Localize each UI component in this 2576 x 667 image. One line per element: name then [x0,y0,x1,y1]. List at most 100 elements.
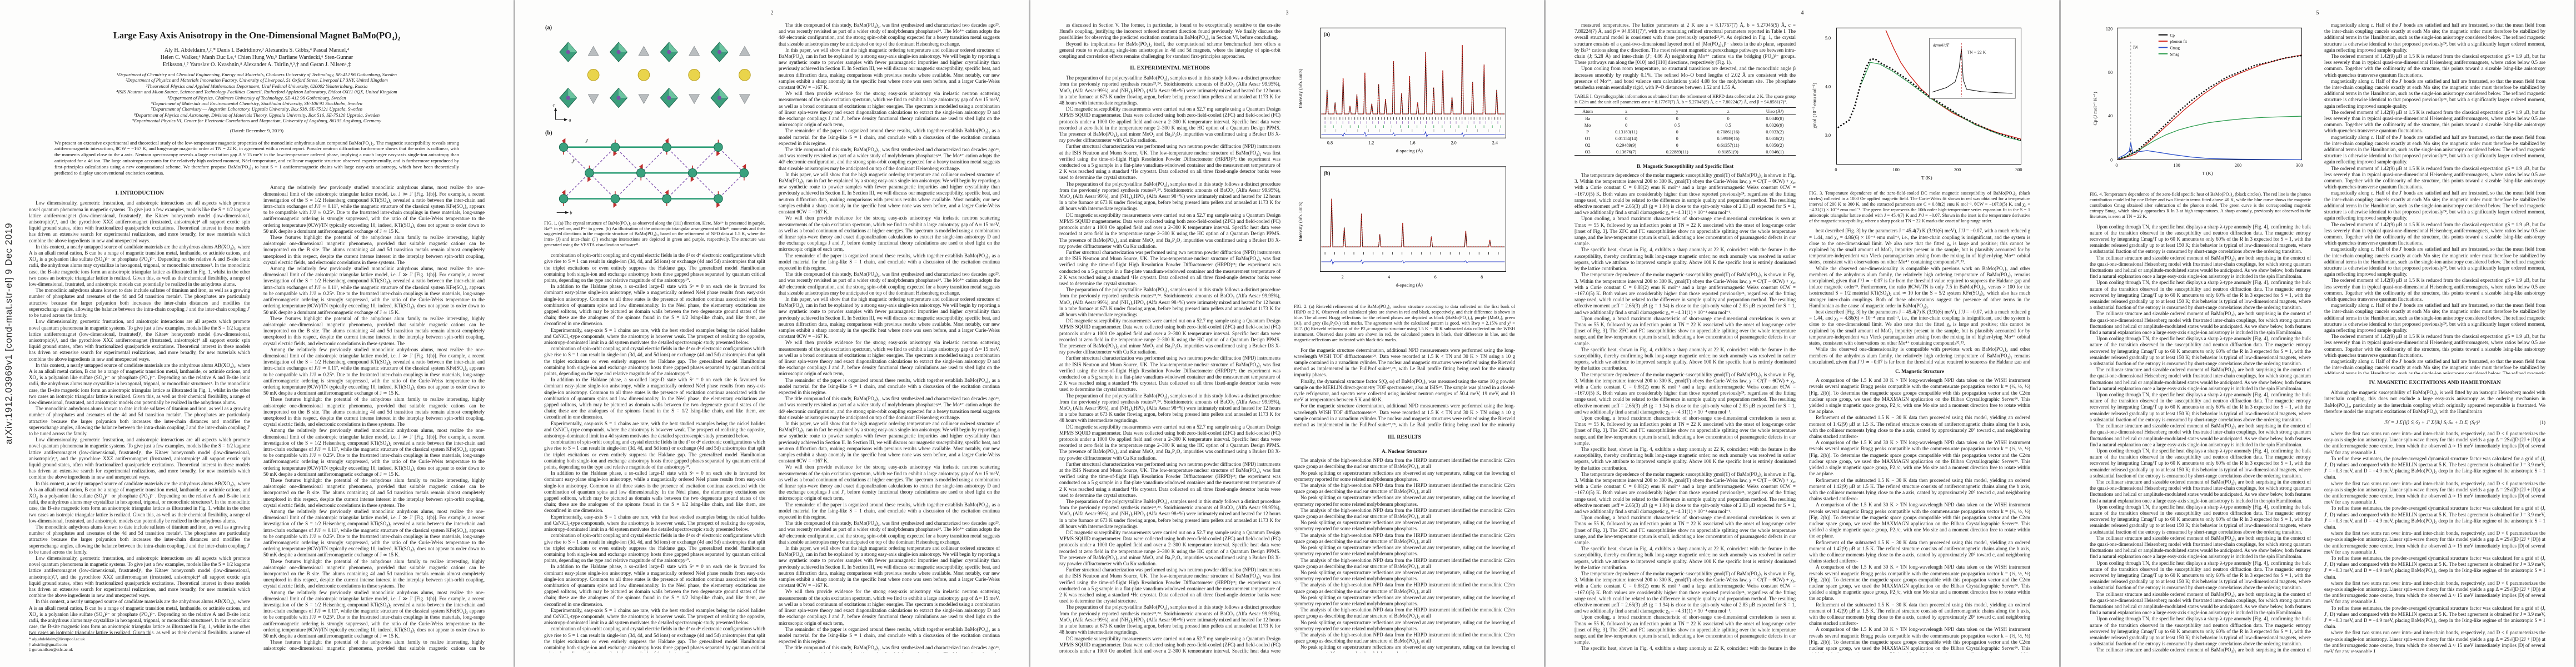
fig1-axis-a-label: a [569,117,571,122]
nuclear-structure-text: measured temperatures. The lattice param… [1575,22,1796,91]
fig4-xtick-0: 0 [2115,163,2117,168]
excitations-text: where the first two sums run over intra-… [2324,430,2545,653]
magnetic-structure-text: A comparison of the 1.5 K and 30 K > TN … [1809,377,2030,653]
methods-continued-text: For the magnetic structure determination… [1294,347,1515,429]
figure-4-caption: FIG. 4. Temperature dependence of the ze… [2090,192,2311,219]
fig3-inset-label: dχmol/dT [1933,42,1950,47]
fig2a-xtick-0: 0.8 [1327,141,1333,146]
page-number-5: 5 [2316,10,2319,16]
fig2-panel-b-label: (b) [1324,170,1331,176]
fig3-xtick-1: 100 [1893,167,1900,172]
fig4-xtick-2: 200 [2235,163,2241,168]
fig4-xtick-3: 300 [2296,163,2303,168]
figure-1-image: (a) [544,22,765,218]
page2-left-column: (a) [544,22,765,653]
page3-left-column: as discussed in Section V. The former, i… [1059,22,1280,653]
magnetic-structure-continued-text: magnetically along c. Half of the J′ bon… [2324,22,2545,375]
susceptibility-figure: dχmol/dT TN = 22 K 0 100 200 300 3.0 4.0… [1811,27,2022,181]
figure-3-image: dχmol/dT TN = 22 K 0 100 200 300 3.0 4.0… [1809,22,2030,188]
fig1-panel-b-label: (b) [545,130,552,136]
front-matter: Large Easy Axis Anisotropy in the One-Di… [29,22,485,185]
fig4-legend-smag: Smag [2170,52,2179,57]
fig4-ytick-2: 80 [2108,70,2112,75]
page2-right-column: The title compound of this study, BaMo(P… [779,22,1000,653]
fig4-y-axis-label: Cp (J mol⁻¹ K⁻¹) [2092,92,2097,126]
figure-1-caption: FIG. 1. (a) The crystal structure of BaM… [544,220,765,248]
fig2a-x-axis-label: d-spacing (Å) [1396,148,1423,153]
page-1: arXiv:1912.03969v1 [cond-mat.str-el] 9 D… [0,0,514,667]
table1-header: Atom x y z Uiso (Å²) [1575,107,1796,115]
page1-right-column: Among the relatively few previously stud… [263,185,485,653]
page5-left-column: TN Cp phonon fit Cmag [2090,22,2311,653]
fig3-ytick-0: 3.0 [1825,133,1831,138]
fig3-x-axis-label: T (K) [1921,175,1932,181]
fig1-jprime-bond-label: J′ [571,160,575,165]
section-heading-excitations: IV. MAGNETIC EXCITATIONS AND HAMILTONIAN [2369,380,2501,386]
crystallographic-table: Atom x y z Uiso (Å²) Ba 0 0 0 0.0040(8) Mo 0 0.5 0.5… [1575,107,1796,156]
page-2: 2 (a) [515,0,1029,667]
page-number-2: 2 [770,10,774,16]
section-heading-results: III. RESULTS [1387,434,1422,441]
fig3-ytick-1: 4.0 [1825,84,1831,89]
susceptibility-text: The temperature dependence of the molar … [1575,172,1796,653]
fig3-xtick-0: 0 [1835,167,1837,172]
table1-body: Ba 0 0 0 0.0040(8) Mo 0 0.5 0.5 0.0026(9) P 0.13183… [1575,115,1796,156]
rietveld-refinement-figure: (a) Intensity (arb. units) 0.8 1.2 1.6 [1297,27,1507,287]
fig2b-x-axis-label: d-spacing (Å) [1396,282,1423,287]
equation-body: ℋ = J Σ⟨ij⟩ Sᵢ·Sⱼ + J′ Σ⟨ik⟩ Sᵢ·Sₖ + D Σ… [2384,419,2480,426]
fig1-axis-b-label: b [570,210,572,215]
date-line: (Dated: December 9, 2019) [230,127,284,133]
intro-end-text: as discussed in Section V. The former, i… [1059,22,1280,59]
fig2b-y-axis-label: Intensity (arb. units) [1297,202,1303,241]
fig1-j-bond-label: J [585,139,588,145]
page3-right-column: (a) Intensity (arb. units) 0.8 1.2 1.6 [1294,22,1515,653]
page4-right-column: dχmol/dT TN = 22 K 0 100 200 300 3.0 4.0… [1809,22,2030,653]
page-number-4: 4 [1801,10,1804,16]
fig4-ytick-1: 40 [2108,113,2112,118]
fig3-y-axis-label: χmol (10⁻³ emu mol⁻¹) [1811,83,1817,129]
subsection-heading-nuclear: A. Nuclear Structure [1381,449,1428,455]
page-number-3: 3 [1285,10,1289,16]
fig2-panel-a-label: (a) [1324,32,1330,38]
figure-2-caption: FIG. 2. (a) Rietveld refinement of the B… [1294,304,1515,342]
fig4-ytick-3: 120 [2106,26,2112,31]
hamiltonian-equation: ℋ = J Σ⟨ij⟩ Sᵢ·Sⱼ + J′ Σ⟨ik⟩ Sᵢ·Sₖ + D Σ… [2324,420,2545,426]
fig4-tn-label: TN [2132,44,2138,49]
fig1-axis-c-label: c [552,103,555,108]
fig2a-xtick-1: 1.2 [1368,141,1374,146]
author-list: Aly H. Abdeldaim,¹,²,* Danis I. Badrtdin… [160,47,353,68]
section-heading-methods: II. EXPERIMENTAL METHODS [1130,65,1210,72]
affiliation-list: ¹Department of Chemistry and Chemical En… [116,72,397,124]
figure-4-image: TN Cp phonon fit Cmag [2090,22,2311,190]
fig2b-xtick-3: 8 [1481,275,1483,280]
intro-text-left: Low dimensionality, geometric frustratio… [29,200,250,635]
figure-2-image: (a) Intensity (arb. units) 0.8 1.2 1.6 [1294,22,1515,302]
page-4: 4 measured temperatures. The lattice par… [1546,0,2059,667]
intro-text-right: Among the relatively few previously stud… [263,185,485,653]
abstract: We present an extensive experimental and… [54,140,459,176]
fig2b-xtick-1: 4 [1388,275,1390,280]
fig2a-xtick-2: 1.6 [1409,141,1415,146]
methods-text: The preparation of the polycrystalline B… [1059,75,1280,653]
fig2a-y-axis-label: Intensity (arb. units) [1297,68,1303,108]
crystal-structure-figure: (a) [545,24,751,215]
results-start-text: The analysis of the high-resolution NPD … [1294,457,1515,653]
susceptibility-discussion-text: best described [Fig. 3] by the parameter… [1809,228,2030,365]
arxiv-stamp: arXiv:1912.03969v1 [cond-mat.str-el] 9 D… [3,222,14,445]
paper-title: Large Easy Axis Anisotropy in the One-Di… [113,30,401,41]
fig3-tn-label: TN = 22 K [1967,50,1986,55]
fig4-legend-phonon: phonon fit [2170,39,2188,44]
fig3-xtick-3: 300 [2015,167,2022,172]
hamiltonian-intro-text: Although the magnetic susceptibility of … [2324,390,2545,414]
page2-right-text: The title compound of this study, BaMo(P… [779,22,1000,653]
page1-left-column: I. INTRODUCTION Low dimensionality, geom… [29,185,250,653]
fig3-xtick-2: 200 [1954,167,1961,172]
fig2a-xtick-3: 2.0 [1451,141,1457,146]
fig4-legend-cmag: Cmag [2170,45,2180,50]
fig4-xtick-1: 100 [2174,163,2180,168]
specific-heat-figure: TN Cp phonon fit Cmag [2092,26,2303,176]
footnotes: * aly.abdeldaim@liverpool.ac.uk † altsirl… [29,634,151,653]
page5-left-text: Upon cooling through TN, the specific he… [2090,223,2311,653]
fig2a-xtick-4: 2.4 [1492,141,1498,146]
